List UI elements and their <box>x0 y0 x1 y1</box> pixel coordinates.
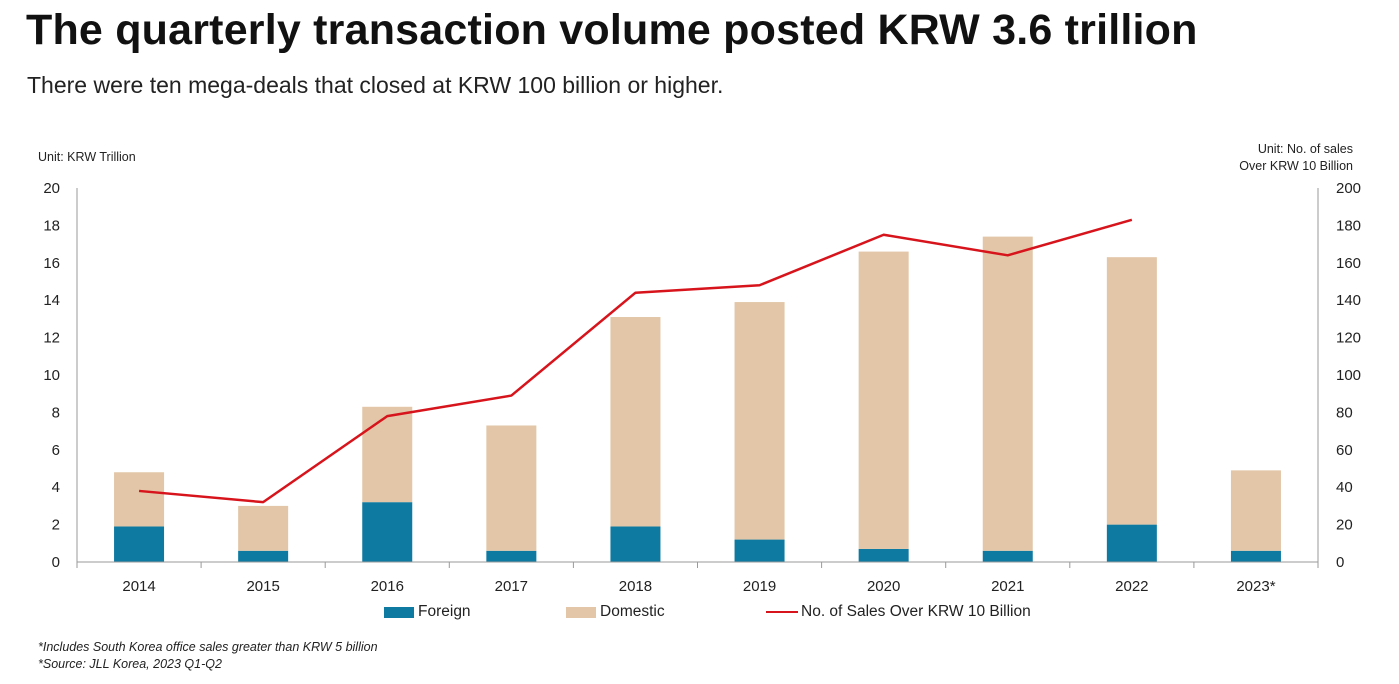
x-axis-category-label: 2014 <box>122 578 155 595</box>
legend-label-domestic: Domestic <box>600 603 665 620</box>
left-axis-tick-label: 8 <box>52 404 60 421</box>
right-axis-tick-label: 180 <box>1336 217 1361 234</box>
x-axis-category-label: 2019 <box>743 578 776 595</box>
bar-foreign <box>734 539 785 562</box>
bar-foreign <box>1106 524 1157 562</box>
chart-subtitle: There were ten mega-deals that closed at… <box>27 72 724 98</box>
bar-domestic <box>610 317 661 527</box>
right-axis-unit-line1: Unit: No. of sales <box>1257 142 1353 156</box>
bar-foreign <box>238 550 289 562</box>
x-axis-category-label: 2018 <box>619 578 652 595</box>
left-axis-tick-label: 6 <box>52 442 60 459</box>
bar-foreign <box>114 526 165 562</box>
left-axis-tick-label: 0 <box>52 554 60 571</box>
x-axis-category-label: 2020 <box>867 578 900 595</box>
right-axis-tick-label: 140 <box>1336 292 1361 309</box>
footnote-1: *Includes South Korea office sales great… <box>38 640 378 654</box>
left-axis-tick-label: 16 <box>43 255 60 272</box>
bar-foreign <box>362 502 413 562</box>
bar-foreign <box>1230 550 1281 562</box>
x-axis-category-label: 2022 <box>1115 578 1148 595</box>
legend-label-foreign: Foreign <box>418 603 471 620</box>
left-axis-unit-label: Unit: KRW Trillion <box>38 150 136 164</box>
right-axis-unit-line2: Over KRW 10 Billion <box>1239 159 1353 173</box>
footnote-2: *Source: JLL Korea, 2023 Q1-Q2 <box>38 657 222 671</box>
bar-domestic <box>362 406 413 503</box>
left-axis-tick-label: 20 <box>43 180 60 197</box>
x-axis-category-label: 2015 <box>246 578 279 595</box>
bar-domestic <box>982 236 1033 551</box>
legend-swatch-sales-line <box>766 610 798 614</box>
legend-item-sales-line: No. of Sales Over KRW 10 Billion <box>766 603 1031 621</box>
x-axis-category-label: 2023* <box>1236 578 1275 595</box>
left-axis-tick-label: 18 <box>43 217 60 234</box>
right-axis-tick-label: 100 <box>1336 367 1361 384</box>
right-axis-tick-label: 80 <box>1336 404 1353 421</box>
chart-title: The quarterly transaction volume posted … <box>26 6 1198 54</box>
left-axis-tick-label: 4 <box>52 479 60 496</box>
bar-domestic <box>734 302 785 540</box>
right-axis-tick-label: 0 <box>1336 554 1344 571</box>
bar-foreign <box>982 550 1033 562</box>
x-axis-category-label: 2016 <box>371 578 404 595</box>
right-axis-tick-label: 20 <box>1336 517 1353 534</box>
bar-foreign <box>858 548 909 562</box>
right-axis-tick-label: 200 <box>1336 180 1361 197</box>
right-axis-tick-label: 60 <box>1336 442 1353 459</box>
right-axis-tick-label: 120 <box>1336 330 1361 347</box>
left-axis-tick-label: 2 <box>52 517 60 534</box>
x-axis-category-label: 2017 <box>495 578 528 595</box>
bar-foreign <box>486 550 537 562</box>
bar-domestic <box>1230 470 1281 551</box>
right-axis-unit-label: Unit: No. of sales Over KRW 10 Billion <box>1239 141 1353 175</box>
legend-item-foreign: Foreign <box>384 603 471 621</box>
bar-foreign <box>610 526 661 562</box>
bar-domestic <box>858 251 909 549</box>
legend-swatch-domestic <box>566 606 596 618</box>
legend-label-sales-line: No. of Sales Over KRW 10 Billion <box>801 603 1031 620</box>
right-axis-tick-label: 40 <box>1336 479 1353 496</box>
left-axis-tick-label: 12 <box>43 330 60 347</box>
bar-domestic <box>486 425 537 551</box>
legend-swatch-foreign <box>384 606 414 618</box>
left-axis-tick-label: 10 <box>43 367 60 384</box>
bar-domestic <box>1106 257 1157 525</box>
x-axis-category-label: 2021 <box>991 578 1024 595</box>
bar-domestic <box>114 472 165 527</box>
right-axis-tick-label: 160 <box>1336 255 1361 272</box>
bar-domestic <box>238 505 289 551</box>
legend-item-domestic: Domestic <box>566 603 665 621</box>
chart-legend: Foreign Domestic No. of Sales Over KRW 1… <box>0 603 1399 625</box>
left-axis-tick-label: 14 <box>43 292 60 309</box>
